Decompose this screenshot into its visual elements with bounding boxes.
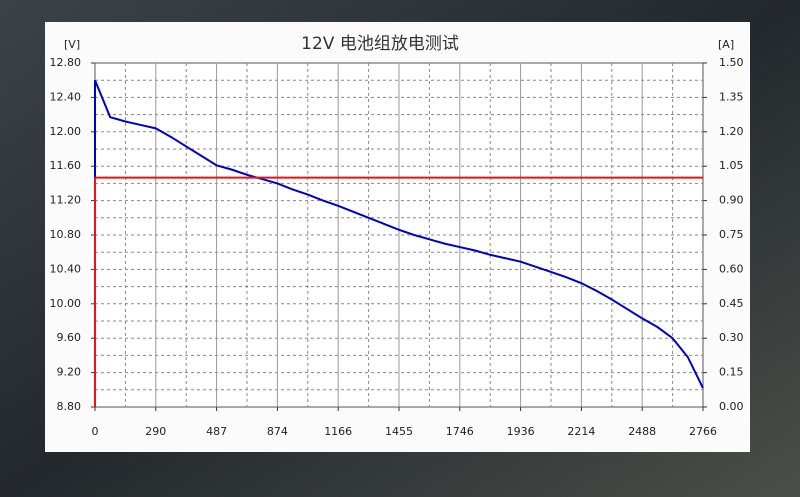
- y-tick-label: 10.80: [50, 228, 82, 241]
- x-tick-label: 874: [267, 425, 288, 438]
- y2-tick-label: 0.60: [719, 262, 744, 275]
- y2-tick-label: 0.75: [719, 228, 744, 241]
- y-tick-label: 10.40: [50, 262, 82, 275]
- y2-tick-label: 0.30: [719, 331, 744, 344]
- x-tick-label: 1936: [507, 425, 535, 438]
- y2-tick-label: 0.45: [719, 297, 744, 310]
- y2-tick-label: 1.50: [719, 56, 744, 69]
- x-tick-label: 2488: [628, 425, 656, 438]
- series-line: [94, 79, 704, 389]
- y2-tick-label: 1.20: [719, 125, 744, 138]
- y-tick-label: 11.60: [50, 159, 82, 172]
- x-tick-label: 290: [145, 425, 166, 438]
- chart-title: 12Ⅴ 电池组放电测试: [301, 34, 459, 54]
- x-tick-label: 487: [206, 425, 227, 438]
- y-tick-label: 11.20: [50, 194, 82, 207]
- y2-tick-label: 0.00: [719, 400, 744, 413]
- x-tick-label: 2766: [689, 425, 717, 438]
- y2-axis-label: [A]: [718, 38, 734, 51]
- x-tick-label: 1166: [324, 425, 352, 438]
- x-tick-label: 1455: [385, 425, 413, 438]
- y-tick-label: 9.60: [57, 331, 82, 344]
- x-tick-label: 1746: [446, 425, 474, 438]
- y-tick-label: 12.80: [50, 56, 82, 69]
- y-tick-label: 12.40: [50, 90, 82, 103]
- y2-tick-label: 0.90: [719, 194, 744, 207]
- y2-tick-label: 0.15: [719, 366, 744, 379]
- y2-tick-label: 1.05: [719, 159, 744, 172]
- x-tick-label: 0: [92, 425, 99, 438]
- y-axis-label: [V]: [64, 38, 80, 51]
- x-tick-label: 2214: [567, 425, 595, 438]
- y-tick-label: 10.00: [50, 297, 82, 310]
- y-tick-label: 8.80: [57, 400, 82, 413]
- y-tick-label: 12.00: [50, 125, 82, 138]
- y2-tick-label: 1.35: [719, 90, 744, 103]
- y-tick-label: 9.20: [57, 366, 82, 379]
